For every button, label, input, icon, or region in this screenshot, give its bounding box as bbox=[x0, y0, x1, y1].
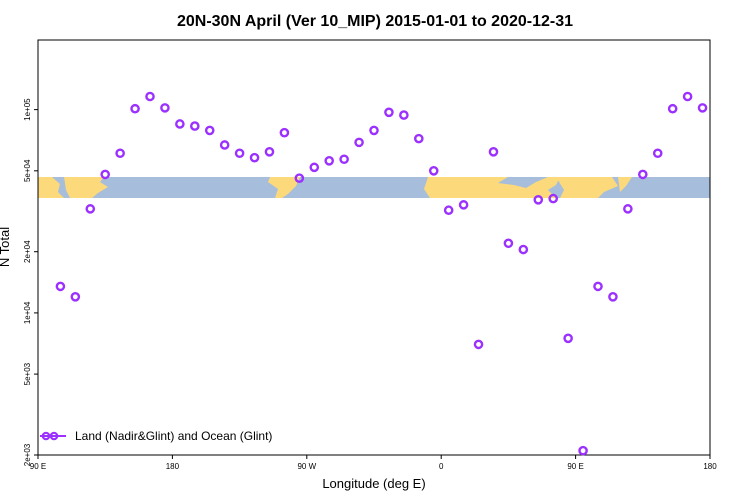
data-point bbox=[100, 169, 110, 180]
data-point bbox=[503, 238, 514, 249]
x-tick-label: 180 bbox=[703, 462, 717, 471]
data-point bbox=[70, 292, 81, 302]
y-axis-label: N Total bbox=[0, 227, 12, 267]
data-point bbox=[175, 119, 185, 129]
legend-label: Land (Nadir&Glint) and Ocean (Glint) bbox=[75, 429, 272, 443]
y-tick-label: 5e+04 bbox=[23, 159, 32, 182]
data-point bbox=[204, 125, 215, 136]
data-point bbox=[249, 152, 260, 163]
y-tick-label: 5e+03 bbox=[23, 362, 32, 385]
data-point bbox=[234, 148, 245, 159]
plot-frame bbox=[37, 39, 711, 456]
data-point bbox=[443, 205, 454, 216]
x-axis-label: Longitude (deg E) bbox=[322, 476, 425, 491]
data-point bbox=[578, 445, 588, 456]
data-point bbox=[458, 200, 469, 210]
data-point bbox=[593, 281, 603, 292]
data-point bbox=[563, 333, 573, 344]
y-tick-label: 1e+04 bbox=[23, 301, 32, 324]
data-point bbox=[115, 148, 125, 159]
y-tick-label: 1e+05 bbox=[23, 98, 32, 121]
legend-marker bbox=[49, 431, 59, 441]
land-africa-middle-east bbox=[424, 177, 560, 198]
data-point bbox=[264, 147, 275, 157]
world-map-strip bbox=[38, 177, 710, 198]
data-point bbox=[667, 103, 678, 114]
land-asia-repeat-east bbox=[618, 177, 632, 192]
chart-title: 20N-30N April (Ver 10_MIP) 2015-01-01 to… bbox=[177, 13, 573, 30]
data-point bbox=[354, 137, 364, 148]
data-point bbox=[399, 110, 409, 120]
land-asia-repeat-west bbox=[556, 177, 618, 198]
data-point bbox=[518, 244, 529, 255]
data-point bbox=[369, 125, 379, 136]
data-point bbox=[413, 133, 424, 144]
x-tick-label: 180 bbox=[166, 462, 180, 471]
data-point bbox=[533, 195, 544, 205]
data-point bbox=[85, 204, 96, 214]
data-point bbox=[428, 166, 439, 176]
data-point bbox=[638, 169, 648, 180]
data-point bbox=[219, 140, 230, 150]
data-point bbox=[279, 127, 290, 138]
data-point bbox=[309, 162, 320, 173]
data-point bbox=[294, 173, 305, 183]
x-axis: 90 E 180 90 W 0 90 E 180 bbox=[30, 455, 717, 471]
data-point bbox=[145, 91, 155, 102]
data-point bbox=[189, 121, 200, 131]
data-point bbox=[473, 339, 484, 350]
data-point bbox=[608, 292, 618, 302]
data-point bbox=[697, 103, 708, 113]
data-point bbox=[652, 148, 663, 159]
y-tick-label: 2e+03 bbox=[23, 443, 32, 466]
data-point bbox=[488, 147, 499, 157]
x-tick-label: 90 W bbox=[297, 462, 316, 471]
legend-marker bbox=[41, 431, 51, 441]
data-point bbox=[339, 154, 349, 165]
data-point bbox=[160, 103, 170, 113]
data-point bbox=[384, 107, 394, 118]
x-tick-label: 0 bbox=[439, 462, 444, 471]
x-tick-label: 90 E bbox=[30, 462, 46, 471]
data-points bbox=[55, 91, 708, 456]
data-point bbox=[623, 204, 633, 214]
y-tick-label: 2e+04 bbox=[23, 240, 32, 263]
x-tick-label: 90 E bbox=[567, 462, 583, 471]
land-asia-east bbox=[64, 177, 108, 198]
data-point bbox=[548, 193, 559, 204]
y-axis: 2e+03 5e+03 1e+04 2e+04 5e+04 1e+05 bbox=[23, 98, 38, 466]
data-point bbox=[324, 156, 335, 166]
data-point bbox=[55, 281, 66, 292]
land-americas bbox=[268, 177, 300, 198]
data-point bbox=[682, 91, 693, 102]
legend: Land (Nadir&Glint) and Ocean (Glint) bbox=[40, 429, 272, 443]
land-asia-west bbox=[38, 177, 64, 198]
data-point bbox=[130, 103, 140, 114]
